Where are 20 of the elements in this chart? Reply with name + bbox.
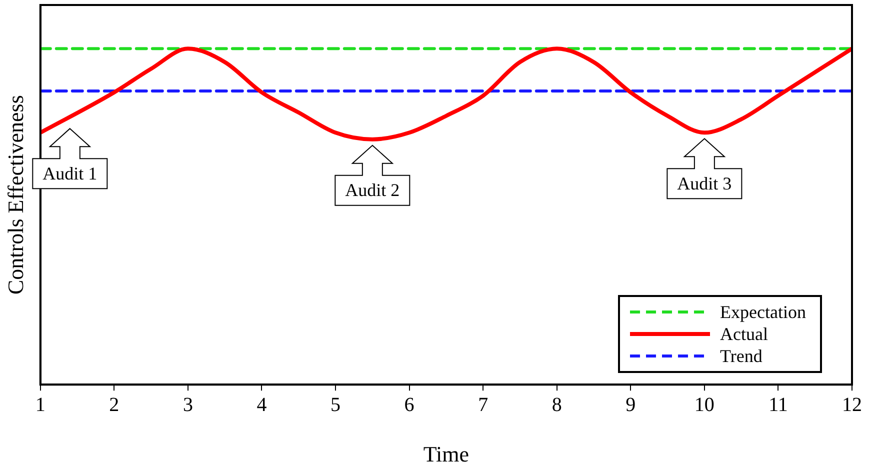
x-tick-label: 4 — [256, 394, 267, 416]
y-axis-title: Controls Effectiveness — [2, 95, 28, 294]
annotation: Audit 2 — [345, 180, 400, 200]
x-tick-label: 9 — [626, 394, 636, 416]
x-tick-label: 5 — [330, 394, 341, 416]
x-tick-label: 8 — [552, 394, 562, 416]
legend-label: Actual — [720, 322, 768, 345]
x-tick-label: 12 — [842, 394, 862, 416]
x-tick-label: 10 — [694, 394, 714, 416]
x-tick-label: 7 — [478, 394, 488, 416]
legend-label: Trend — [720, 344, 762, 367]
annotation: Audit 1 — [42, 163, 98, 184]
x-axis-title: Time — [423, 442, 470, 467]
x-tick-label: 6 — [404, 394, 414, 416]
legend-label: Expectation — [720, 300, 806, 323]
x-tick-label: 3 — [182, 394, 193, 416]
x-tick-label: 2 — [109, 394, 120, 416]
x-tick-label: 1 — [35, 394, 46, 416]
x-tick-label: 11 — [768, 394, 788, 416]
annotation: Audit 3 — [677, 173, 732, 194]
